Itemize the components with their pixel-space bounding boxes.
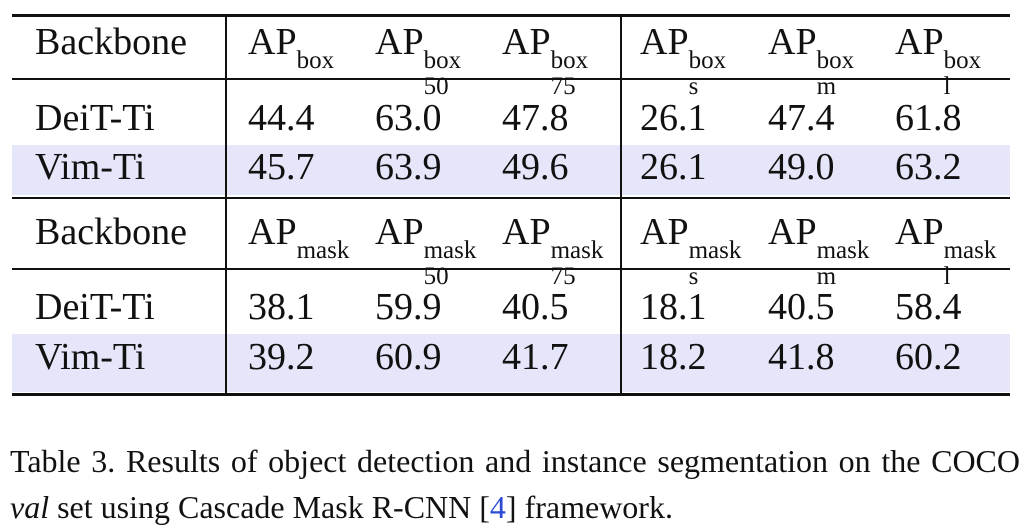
header-cell: AP mask 75 (502, 211, 603, 289)
caption: Table 3. Results of object detection and… (10, 438, 1020, 530)
header-base: AP (768, 21, 817, 63)
subscript: 50 (423, 263, 449, 290)
header-base: AP (640, 211, 689, 253)
rule (12, 78, 1010, 80)
table-value: 41.8 (768, 336, 835, 378)
header-base: AP (502, 211, 551, 253)
table-value: 60.9 (375, 336, 442, 378)
header-base: AP (248, 211, 297, 253)
header-text: Backbone (35, 21, 187, 63)
header-cell: Backbone (35, 212, 187, 252)
table-value: 49.6 (502, 146, 569, 188)
caption-text: set using Cascade Mask R-CNN [ (57, 489, 490, 525)
row-label: DeiT-Ti (35, 286, 155, 328)
row-highlight (12, 145, 1010, 195)
subscript: m (816, 263, 837, 290)
header-cell: AP mask l (895, 211, 996, 289)
subscript: l (943, 263, 951, 290)
superscript: box (688, 47, 727, 74)
row-label: Vim-Ti (35, 146, 146, 188)
table-value: 26.1 (640, 146, 707, 188)
superscript: mask (943, 237, 997, 264)
table-value: 45.7 (248, 146, 315, 188)
table-value: 59.9 (375, 286, 442, 328)
column-divider (225, 199, 227, 393)
header-cell: AP box m (768, 21, 854, 99)
row-highlight (12, 334, 1010, 392)
table-value: 63.0 (375, 97, 442, 139)
table-value: 58.4 (895, 286, 962, 328)
table-value: 61.8 (895, 97, 962, 139)
table-value: 40.5 (502, 286, 569, 328)
header-cell: AP box s (640, 21, 726, 99)
superscript: box (943, 47, 982, 74)
header-cell: AP box 50 (375, 21, 461, 99)
header-base: AP (895, 211, 944, 253)
header-cell: AP box (248, 21, 334, 73)
header-cell: AP mask m (768, 211, 869, 289)
header-base: AP (248, 21, 297, 63)
table-value: 40.5 (768, 286, 835, 328)
superscript: mask (550, 237, 604, 264)
table-value: 47.4 (768, 97, 835, 139)
subscript: l (943, 73, 951, 100)
citation[interactable]: 4 (489, 489, 506, 525)
caption-text: Results of object detection and instance… (125, 443, 1021, 479)
subscript: s (688, 263, 699, 290)
header-cell: Backbone (35, 22, 187, 62)
rule (12, 197, 1010, 199)
superscript: mask (816, 237, 870, 264)
subscript: 50 (423, 73, 449, 100)
subscript: 75 (550, 73, 576, 100)
table-value: 18.2 (640, 336, 707, 378)
header-cell: AP box l (895, 21, 981, 99)
header-base: AP (375, 21, 424, 63)
table-value: 18.1 (640, 286, 707, 328)
header-base: AP (502, 21, 551, 63)
header-cell: AP mask s (640, 211, 741, 289)
subscript: s (688, 73, 699, 100)
superscript: mask (688, 237, 742, 264)
rule (12, 393, 1010, 396)
subscript: m (816, 73, 837, 100)
caption-text: ] framework. (505, 489, 673, 525)
header-base: AP (895, 21, 944, 63)
superscript: box (550, 47, 589, 74)
superscript: mask (423, 237, 477, 264)
table-value: 60.2 (895, 336, 962, 378)
row-label: Vim-Ti (35, 336, 146, 378)
superscript: box (816, 47, 855, 74)
header-cell: AP box 75 (502, 21, 588, 99)
table-value: 63.2 (895, 146, 962, 188)
table-value: 49.0 (768, 146, 835, 188)
caption-italic: val (10, 489, 50, 525)
table-value: 39.2 (248, 336, 315, 378)
table-value: 41.7 (502, 336, 569, 378)
column-divider (225, 17, 227, 197)
caption-label: Table 3. (10, 443, 116, 479)
header-base: AP (640, 21, 689, 63)
table-value: 38.1 (248, 286, 315, 328)
subscript: 75 (550, 263, 576, 290)
row-label: DeiT-Ti (35, 97, 155, 139)
table-value: 44.4 (248, 97, 315, 139)
rule (12, 268, 1010, 270)
column-divider (620, 199, 622, 393)
rule (12, 14, 1010, 17)
table-value: 26.1 (640, 97, 707, 139)
header-base: AP (375, 211, 424, 253)
superscript: mask (296, 237, 350, 264)
table-value: 63.9 (375, 146, 442, 188)
header-text: Backbone (35, 211, 187, 253)
table-value: 47.8 (502, 97, 569, 139)
header-base: AP (768, 211, 817, 253)
superscript: box (296, 47, 335, 74)
header-cell: AP mask 50 (375, 211, 476, 289)
superscript: box (423, 47, 462, 74)
header-cell: AP mask (248, 211, 349, 263)
column-divider (620, 17, 622, 197)
